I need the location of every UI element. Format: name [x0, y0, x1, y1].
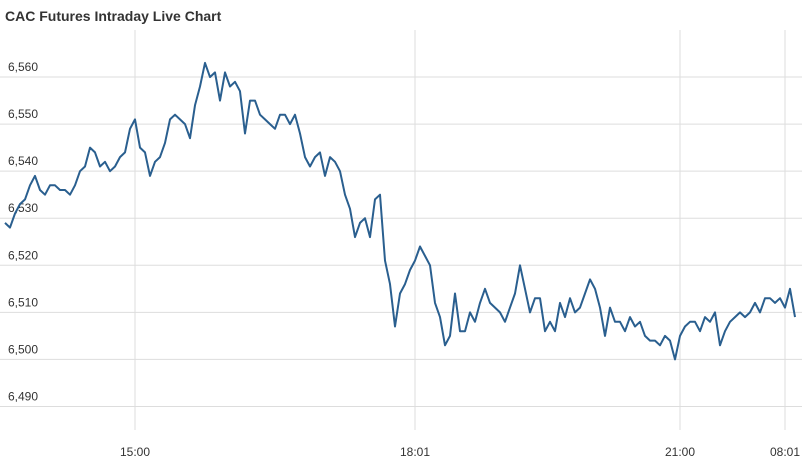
x-tick-label: 18:01 [400, 445, 430, 459]
y-tick-label: 6,490 [8, 389, 38, 403]
y-tick-label: 6,560 [8, 60, 38, 74]
y-tick-label: 6,510 [8, 295, 38, 309]
x-tick-label: 08:01 [770, 445, 800, 459]
y-tick-label: 6,550 [8, 107, 38, 121]
y-tick-label: 6,540 [8, 154, 38, 168]
x-tick-label: 15:00 [120, 445, 150, 459]
y-tick-label: 6,520 [8, 248, 38, 262]
price-line [4, 61, 796, 361]
x-tick-label: 21:00 [665, 445, 695, 459]
chart-title: CAC Futures Intraday Live Chart [5, 8, 222, 24]
y-tick-label: 6,500 [8, 342, 38, 356]
y-tick-label: 6,530 [8, 201, 38, 215]
